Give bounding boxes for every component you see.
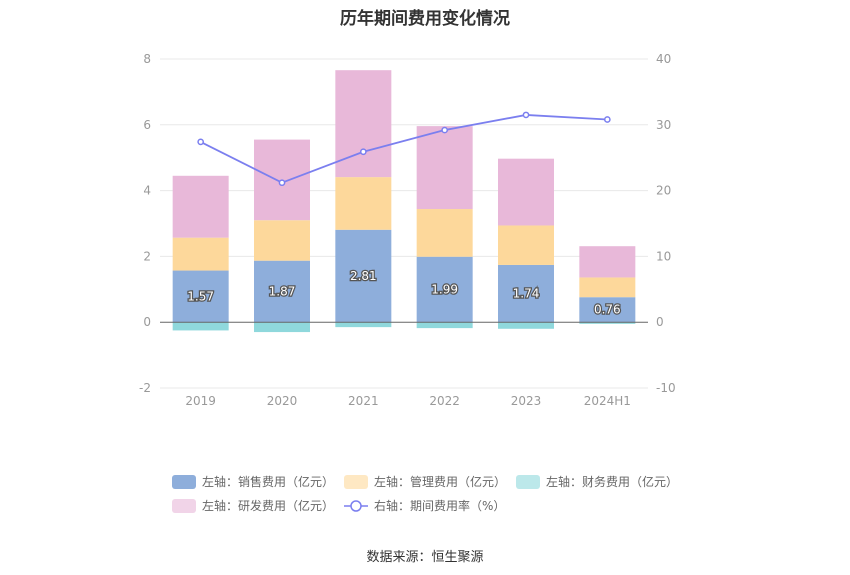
line-point (603, 116, 611, 123)
axes: -2 0 2 4 6 8 -10 0 10 20 30 40 2019 2020 2021 2022 2023 2… (139, 52, 676, 408)
data-labels: 1.57 1.87 2.81 1.99 1.74 0.76 (186, 268, 622, 318)
chart-title: 历年期间费用变化情况 (340, 9, 510, 29)
right-axis-tick: 0 (656, 315, 664, 329)
x-axis-tick: 2021 (348, 394, 379, 408)
data-label: 0.76 (594, 303, 621, 317)
data-label: 1.99 (431, 282, 458, 296)
line-point (441, 126, 449, 134)
bar-segment (416, 256, 473, 323)
data-source-note: 数据来源：恒生聚源 (366, 550, 484, 565)
bar-segment (416, 209, 473, 257)
right-axis-tick: 40 (656, 52, 671, 66)
left-axis-tick: 2 (143, 249, 151, 263)
bar-segment (498, 322, 554, 329)
legend-swatch (344, 475, 368, 489)
bar-segment (498, 158, 554, 226)
left-axis-tick: 6 (143, 118, 151, 132)
line-point (522, 111, 530, 119)
x-axis-tick: 2024H1 (584, 394, 631, 408)
left-axis-tick: 0 (143, 315, 151, 329)
legend-label: 左轴：财务费用（亿元） (546, 474, 678, 489)
bar-segment (335, 177, 392, 230)
bar-segment (335, 322, 392, 328)
bar-segment (254, 322, 310, 333)
bar-segment (498, 225, 554, 265)
data-label: 1.87 (269, 284, 296, 298)
bar-segment (416, 126, 473, 210)
bar-segment (254, 260, 310, 323)
bar-segment (172, 270, 229, 323)
left-axis-tick: 4 (143, 184, 151, 198)
bar-segment (579, 246, 636, 278)
legend-label: 左轴：研发费用（亿元） (202, 498, 334, 513)
bar-segment (172, 322, 229, 331)
data-label: 1.57 (187, 289, 214, 303)
line-path (200, 114, 608, 184)
line-point (197, 138, 205, 146)
bars (172, 70, 636, 333)
legend-item[interactable]: 左轴：销售费用（亿元） (172, 474, 334, 489)
right-axis-tick: 10 (656, 249, 671, 263)
bar-segment (335, 229, 392, 323)
legend-swatch (516, 475, 540, 489)
legend[interactable]: 左轴：销售费用（亿元） 左轴：管理费用（亿元） 左轴：财务费用（亿元） 左轴：研发费用… (172, 474, 678, 513)
legend-label: 右轴：期间费用率（%） (374, 498, 505, 513)
right-axis-tick: 20 (656, 184, 671, 198)
x-axis-tick: 2020 (267, 394, 298, 408)
bar-segment (172, 237, 229, 271)
right-axis-tick: 30 (656, 118, 671, 132)
gridlines (160, 58, 648, 389)
expense-ratio-line (197, 111, 611, 187)
line-point (278, 179, 286, 187)
data-label: 2.81 (350, 269, 377, 283)
legend-label: 左轴：管理费用（亿元） (374, 474, 506, 489)
bar-segment (579, 322, 636, 324)
data-label: 1.74 (513, 287, 540, 301)
legend-swatch (172, 499, 196, 513)
right-axis-tick: -10 (656, 381, 676, 395)
legend-item[interactable]: 左轴：研发费用（亿元） (172, 498, 334, 513)
left-axis-tick: -2 (139, 381, 151, 395)
x-axis-tick: 2019 (185, 394, 216, 408)
legend-marker (350, 500, 362, 512)
bar-segment (579, 297, 636, 323)
legend-label: 左轴：销售费用（亿元） (202, 474, 334, 489)
x-axis-tick: 2023 (511, 394, 542, 408)
legend-item[interactable]: 左轴：财务费用（亿元） (516, 474, 678, 489)
bar-segment (254, 220, 310, 261)
bar-segment (172, 175, 229, 238)
bar-segment (579, 277, 636, 298)
bar-segment (416, 322, 473, 329)
bar-segment (498, 264, 554, 323)
line-point (359, 148, 367, 156)
legend-item[interactable]: 右轴：期间费用率（%） (344, 498, 505, 513)
bar-segment (335, 70, 392, 178)
x-axis-tick: 2022 (429, 394, 460, 408)
legend-swatch (172, 475, 196, 489)
left-axis-tick: 8 (143, 52, 151, 66)
legend-item[interactable]: 左轴：管理费用（亿元） (344, 474, 506, 489)
